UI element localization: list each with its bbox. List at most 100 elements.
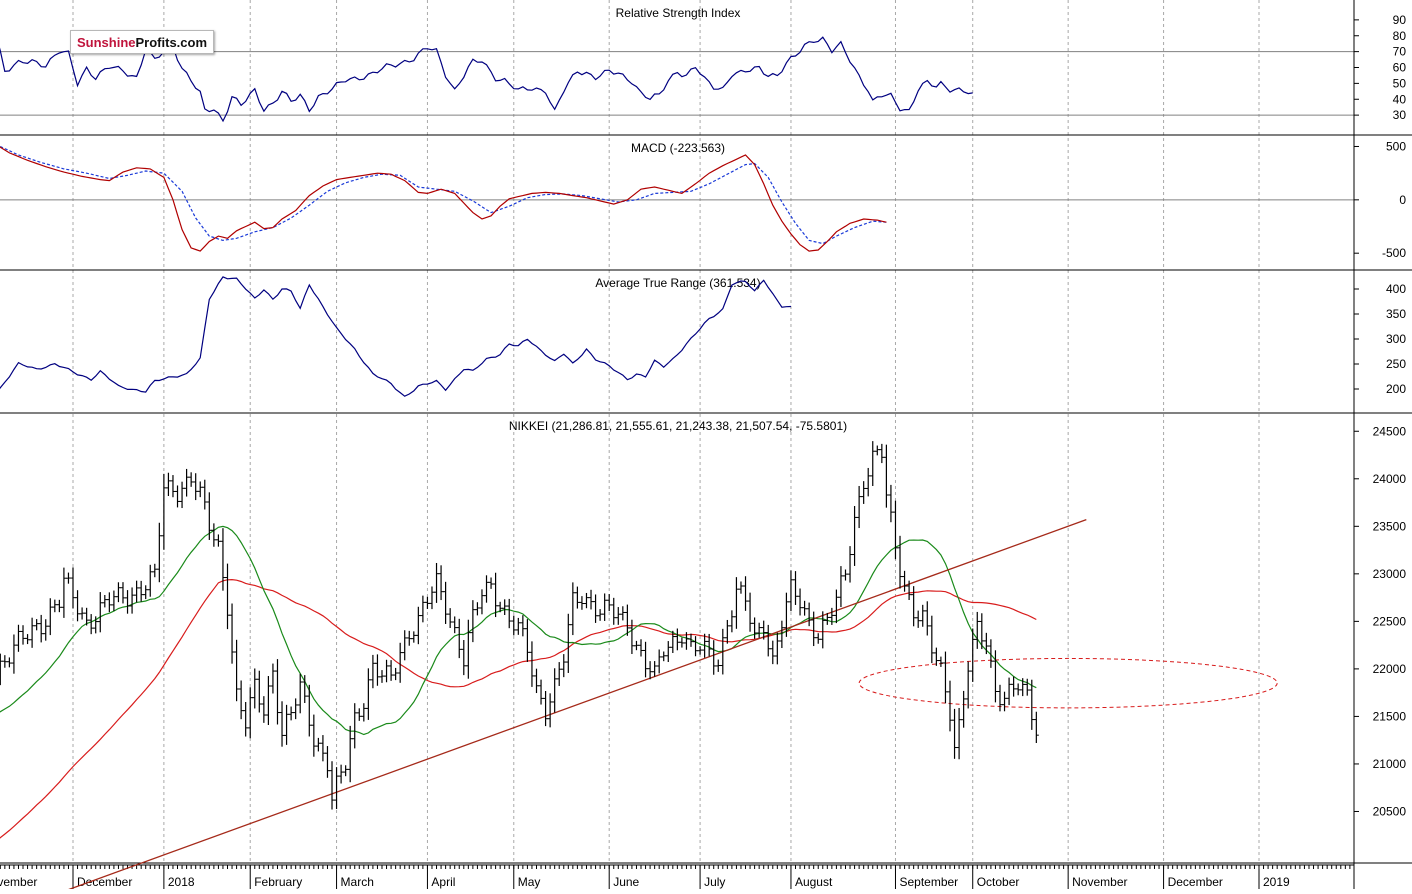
- ohlc-bar: [1015, 683, 1021, 696]
- ohlc-bar: [152, 563, 158, 578]
- ohlc-bar: [256, 670, 262, 713]
- ohlc-bar: [770, 640, 776, 665]
- x-month-label: July: [704, 875, 725, 889]
- ohlc-bar: [343, 765, 349, 777]
- ohlc-bar: [743, 576, 749, 611]
- ohlc-bar: [870, 441, 876, 487]
- x-month-label: February: [254, 875, 302, 889]
- ohlc-bar: [797, 588, 803, 616]
- ohlc-bar: [674, 628, 680, 651]
- ohlc-bar: [75, 590, 81, 622]
- ohlc-bar: [852, 506, 858, 566]
- ohlc-bar: [970, 628, 976, 682]
- ohlc-bar: [933, 647, 939, 666]
- macd-tick-label: 0: [1399, 193, 1406, 207]
- ohlc-bar: [952, 708, 958, 759]
- price-tick-label: 21000: [1373, 757, 1407, 771]
- ohlc-bar: [524, 619, 530, 662]
- ohlc-bar: [234, 639, 240, 702]
- ohlc-bar: [461, 640, 467, 676]
- x-month-label: May: [518, 875, 541, 889]
- ohlc-bar: [983, 632, 989, 655]
- ohlc-bar: [774, 632, 780, 665]
- ohlc-bar: [652, 661, 658, 677]
- ohlc-bar: [265, 676, 271, 726]
- ohlc-bar: [842, 569, 848, 581]
- ohlc-bar: [0, 653, 3, 686]
- ohlc-bar: [6, 657, 12, 668]
- ohlc-bar: [602, 593, 608, 621]
- ohlc-bar: [47, 598, 53, 636]
- atr-title: Average True Range (361.534): [595, 276, 760, 290]
- ohlc-bar: [1011, 676, 1017, 697]
- ohlc-bar: [533, 668, 539, 694]
- atr-line: [0, 276, 792, 397]
- x-month-label: ovember: [0, 875, 37, 889]
- ohlc-bar: [656, 649, 662, 674]
- ohlc-bar: [829, 607, 835, 625]
- ohlc-bar: [288, 706, 294, 721]
- ohlc-bar: [874, 445, 880, 456]
- ohlc-bar: [997, 684, 1003, 712]
- ohlc-bar: [802, 600, 808, 616]
- ohlc-bar: [125, 590, 131, 614]
- ohlc-bar: [815, 633, 821, 644]
- ohlc-bar: [538, 679, 544, 705]
- ohlc-bar: [892, 500, 898, 560]
- x-month-label: September: [899, 875, 958, 889]
- ohlc-bar: [1006, 677, 1012, 706]
- ohlc-bar: [629, 619, 635, 655]
- ohlc-bar: [370, 654, 376, 689]
- ohlc-bar: [738, 581, 744, 594]
- ohlc-bar: [756, 622, 762, 638]
- ohlc-bar: [583, 592, 589, 609]
- ohlc-bar: [147, 564, 153, 597]
- ohlc-bar: [402, 630, 408, 661]
- ohlc-bar: [297, 673, 303, 714]
- ohlc-bar: [715, 659, 721, 672]
- ohlc-bar: [175, 485, 181, 508]
- ohlc-bar: [438, 565, 444, 601]
- ohlc-bar: [384, 659, 390, 683]
- price-tick-label: 23500: [1373, 519, 1407, 533]
- ohlc-bar: [942, 651, 948, 704]
- ohlc-bar: [43, 619, 49, 641]
- price-tick-label: 22000: [1373, 662, 1407, 676]
- ohlc-bar: [879, 443, 885, 464]
- atr-tick-label: 300: [1386, 332, 1406, 346]
- ohlc-bar: [361, 703, 367, 722]
- rsi-tick-label: 30: [1393, 108, 1407, 122]
- ohlc-bar: [665, 641, 671, 662]
- ohlc-bar: [97, 592, 103, 633]
- macd-signal-line: [0, 145, 887, 245]
- ohlc-bar: [529, 641, 535, 687]
- macd-title: MACD (-223.563): [631, 141, 725, 155]
- ohlc-bar: [615, 607, 621, 625]
- ohlc-bar: [729, 610, 735, 633]
- ohlc-bar: [311, 714, 317, 757]
- ohlc-bar: [79, 607, 85, 620]
- ohlc-bar: [588, 589, 594, 610]
- ohlc-bar: [811, 611, 817, 647]
- ohlc-bar: [38, 614, 44, 643]
- atr-tick-label: 200: [1386, 382, 1406, 396]
- price-tick-label: 21500: [1373, 709, 1407, 723]
- rsi-tick-label: 40: [1393, 92, 1407, 106]
- ohlc-bar: [965, 661, 971, 709]
- ohlc-bar: [956, 707, 962, 760]
- atr-tick-label: 350: [1386, 307, 1406, 321]
- moving-average-short-line: [0, 525, 1037, 736]
- ohlc-bar: [365, 668, 371, 720]
- ohlc-bar: [765, 624, 771, 657]
- ohlc-bar: [238, 680, 244, 720]
- ohlc-bar: [25, 634, 31, 645]
- ohlc-bar: [2, 655, 8, 668]
- ohlc-bar: [447, 608, 453, 629]
- ohlc-bar: [561, 654, 567, 678]
- ohlc-bar: [620, 606, 626, 621]
- ohlc-bar: [661, 651, 667, 662]
- ohlc-bar: [570, 582, 576, 636]
- ohlc-bar: [593, 594, 599, 623]
